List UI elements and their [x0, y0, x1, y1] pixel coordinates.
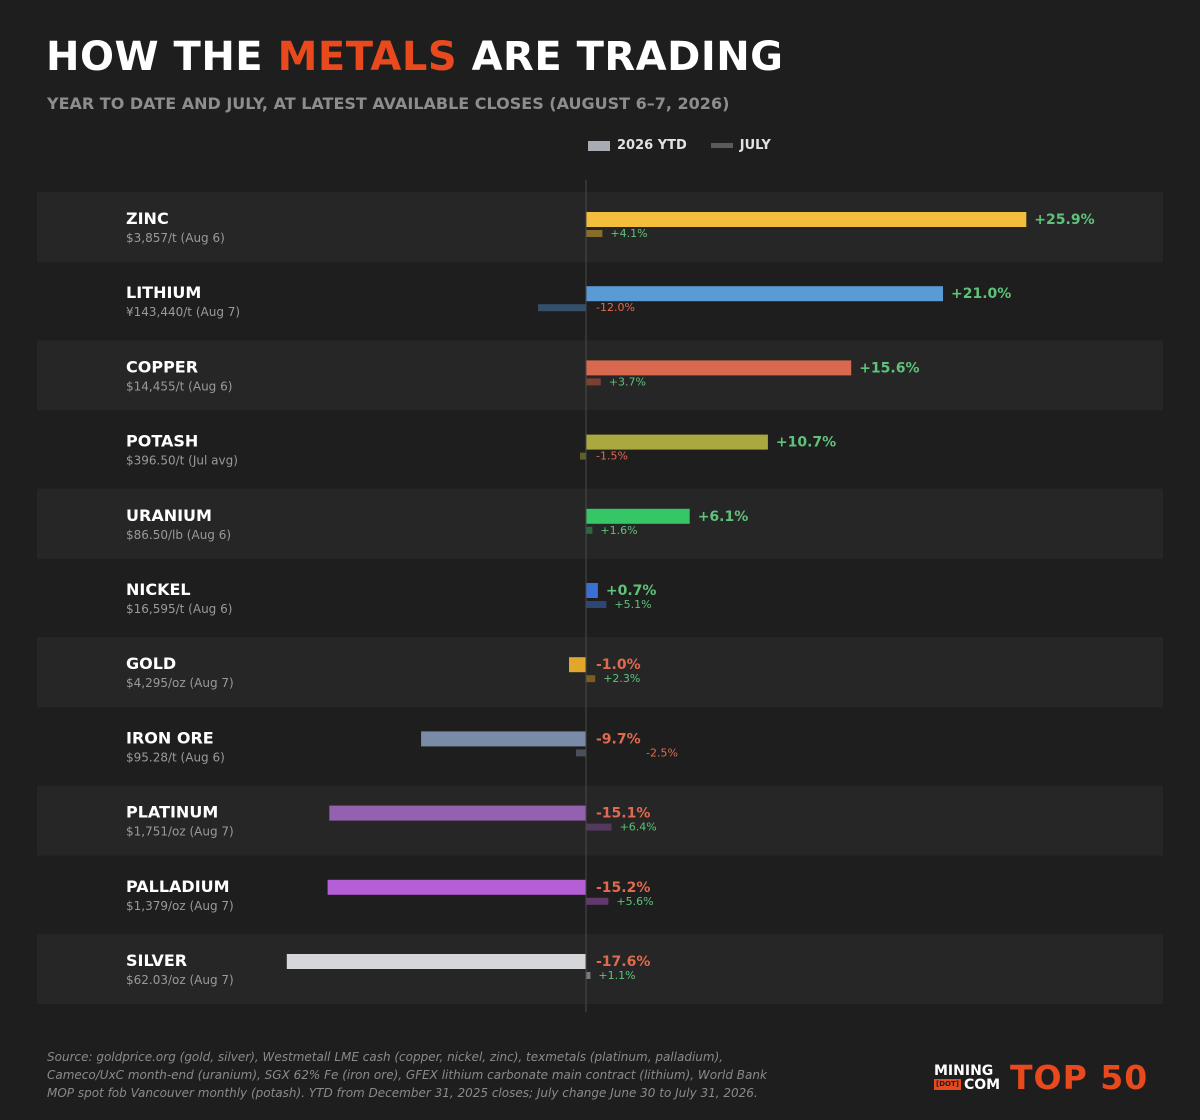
ytd-bar-potash	[586, 434, 768, 450]
july-bar-lithium	[538, 304, 586, 312]
july-label-uranium: +1.6%	[600, 524, 637, 537]
logo-top50-text: TOP 50	[1010, 1058, 1149, 1097]
july-bar-gold	[586, 675, 596, 683]
metal-name-nickel: NICKEL	[126, 580, 191, 599]
row-band-silver	[37, 934, 1163, 1004]
row-band-gold	[37, 637, 1163, 708]
ytd-bar-lithium	[586, 286, 943, 302]
metal-price-zinc: $3,857/t (Aug 6)	[126, 231, 225, 245]
logo-dot-text: [DOT]	[934, 1079, 961, 1090]
metal-price-lithium: ¥143,440/t (Aug 7)	[126, 305, 240, 319]
bar-chart: ZINC $3,857/t (Aug 6) +25.9% +4.1% LITHIUM ¥1…	[37, 180, 1163, 1012]
ytd-bar-iron-ore	[421, 731, 586, 747]
metal-price-palladium: $1,379/oz (Aug 7)	[126, 899, 234, 913]
metal-price-silver: $62.03/oz (Aug 7)	[126, 973, 234, 987]
row-band-platinum	[37, 785, 1163, 856]
title-part2: ARE TRADING	[471, 34, 784, 80]
july-label-gold: +2.3%	[603, 672, 640, 685]
ytd-bar-uranium	[586, 508, 690, 524]
metal-price-potash: $396.50/t (Jul avg)	[126, 454, 238, 468]
logo-row2: [DOT] COM	[934, 1078, 1000, 1092]
july-label-platinum: +6.4%	[620, 821, 657, 834]
ytd-bar-nickel	[586, 583, 598, 598]
metal-price-iron-ore: $95.28/t (Aug 6)	[126, 750, 225, 764]
metal-price-uranium: $86.50/lb (Aug 6)	[126, 528, 231, 542]
july-bar-silver	[586, 972, 591, 979]
july-bar-uranium	[586, 526, 593, 534]
legend-item-ytd: 2026 YTD	[588, 138, 687, 153]
legend-label-ytd: 2026 YTD	[617, 138, 687, 153]
title-part1: HOW THE	[46, 34, 264, 80]
metal-name-platinum: PLATINUM	[126, 803, 218, 822]
july-label-silver: +1.1%	[598, 969, 635, 982]
ytd-label-zinc: +25.9%	[1034, 212, 1094, 228]
ytd-label-palladium: -15.2%	[596, 880, 650, 896]
legend-swatch-july	[710, 143, 733, 148]
ytd-label-iron-ore: -9.7%	[596, 731, 641, 747]
metal-price-nickel: $16,595/t (Aug 6)	[126, 602, 232, 616]
ytd-bar-zinc	[586, 212, 1027, 227]
metal-name-iron-ore: IRON ORE	[126, 728, 214, 747]
july-label-zinc: +4.1%	[610, 227, 647, 240]
ytd-label-silver: -17.6%	[596, 954, 650, 970]
july-bar-potash	[580, 452, 586, 460]
ytd-label-uranium: +6.1%	[698, 509, 749, 525]
metal-name-lithium: LITHIUM	[126, 283, 201, 302]
ytd-label-platinum: -15.1%	[596, 806, 650, 822]
ytd-bar-palladium	[327, 879, 586, 895]
title-accent: METALS	[277, 34, 458, 80]
july-label-iron-ore: -2.5%	[646, 746, 678, 759]
july-bar-platinum	[586, 823, 612, 831]
ytd-label-copper: +15.6%	[859, 360, 919, 376]
legend-swatch-ytd	[588, 140, 610, 151]
mining-top50-logo: MINING [DOT] COM TOP 50	[934, 1058, 1148, 1097]
july-bar-zinc	[586, 230, 603, 237]
metal-name-zinc: ZINC	[126, 209, 169, 228]
ytd-bar-platinum	[329, 805, 586, 821]
july-bar-iron-ore	[576, 749, 586, 757]
metal-name-palladium: PALLADIUM	[126, 877, 230, 896]
july-label-nickel: +5.1%	[614, 598, 651, 611]
source-note: Source: goldprice.org (gold, silver), We…	[47, 1050, 767, 1100]
metal-price-copper: $14,455/t (Aug 6)	[126, 379, 232, 393]
metal-name-copper: COPPER	[126, 357, 198, 376]
chart-title: HOW THE METALS ARE TRADING	[46, 34, 784, 80]
legend-label-july: JULY	[739, 138, 771, 153]
july-label-potash: -1.5%	[596, 450, 628, 463]
metal-name-potash: POTASH	[126, 432, 198, 451]
chart-subtitle: YEAR TO DATE AND JULY, AT LATEST AVAILAB…	[47, 94, 730, 113]
metal-name-gold: GOLD	[126, 654, 176, 673]
july-label-copper: +3.7%	[609, 375, 646, 388]
legend: 2026 YTD JULY	[588, 138, 771, 153]
logo-com-text: COM	[963, 1076, 1001, 1093]
ytd-label-lithium: +21.0%	[951, 286, 1011, 302]
ytd-label-nickel: +0.7%	[606, 583, 657, 599]
july-bar-nickel	[586, 601, 607, 608]
metal-name-uranium: URANIUM	[126, 506, 212, 525]
july-bar-copper	[586, 378, 601, 386]
july-bar-palladium	[586, 897, 609, 905]
ytd-bar-gold	[569, 657, 586, 673]
metal-price-gold: $4,295/oz (Aug 7)	[126, 676, 234, 690]
legend-item-july: JULY	[710, 138, 771, 153]
july-label-palladium: +5.6%	[616, 895, 653, 908]
july-label-lithium: -12.0%	[596, 301, 635, 314]
ytd-label-potash: +10.7%	[776, 435, 836, 451]
ytd-bar-silver	[286, 954, 586, 969]
ytd-label-gold: -1.0%	[596, 657, 641, 673]
mining-dot-com-logo: MINING [DOT] COM	[934, 1064, 1000, 1092]
logo-mining-text: MINING	[934, 1062, 994, 1079]
ytd-bar-copper	[586, 360, 852, 376]
metal-name-silver: SILVER	[126, 951, 187, 970]
metal-price-platinum: $1,751/oz (Aug 7)	[126, 825, 234, 839]
